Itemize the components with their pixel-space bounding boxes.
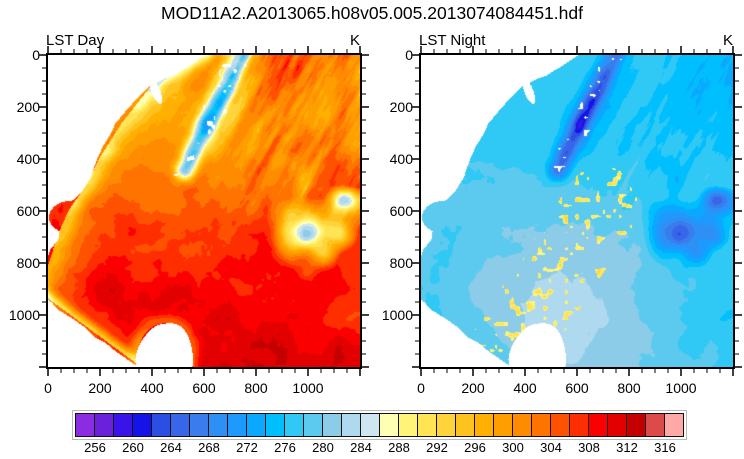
colorbar-swatch: [190, 414, 209, 436]
colorbar-swatch: [513, 414, 532, 436]
colorbar-swatch: [361, 414, 380, 436]
colorbar-swatch: [589, 414, 608, 436]
colorbar-swatch: [494, 414, 513, 436]
colorbar-swatch: [551, 414, 570, 436]
colorbar-swatch: [437, 414, 456, 436]
y-axis-tick-label: 1000: [381, 307, 413, 323]
colorbar-swatch: [114, 414, 133, 436]
colorbar-swatch: [570, 414, 589, 436]
y-axis-tick-label: 200: [389, 99, 413, 115]
colorbar-tick-label: 260: [122, 440, 144, 455]
lst-day-heatmap: [48, 55, 360, 367]
x-axis-tick-label: 800: [617, 380, 641, 396]
colorbar-tick-label: 300: [502, 440, 524, 455]
colorbar-swatch: [247, 414, 266, 436]
colorbar-swatch: [304, 414, 323, 436]
colorbar-swatch: [608, 414, 627, 436]
x-axis-tick-label: 600: [192, 380, 216, 396]
y-axis-tick-label: 400: [389, 151, 413, 167]
colorbar-swatch: [95, 414, 114, 436]
y-axis-tick-label: 200: [16, 99, 40, 115]
colorbar: [72, 410, 687, 440]
y-axis-tick-label: 800: [389, 255, 413, 271]
y-axis-tick-label: 800: [16, 255, 40, 271]
plot-frame-day: [46, 53, 362, 369]
y-axis-tick-label: 400: [16, 151, 40, 167]
colorbar-swatch: [152, 414, 171, 436]
colorbar-swatch: [475, 414, 494, 436]
y-axis-tick-label: 1000: [8, 307, 40, 323]
x-axis-tick-label: 600: [565, 380, 589, 396]
page-title: MOD11A2.A2013065.h08v05.005.201307408445…: [161, 3, 583, 23]
colorbar-tick-label: 280: [312, 440, 334, 455]
colorbar-tick-label: 304: [540, 440, 562, 455]
x-axis-tick-label: 200: [461, 380, 485, 396]
colorbar-swatch: [456, 414, 475, 436]
colorbar-tick-label: 288: [388, 440, 410, 455]
colorbar-swatch: [665, 414, 683, 436]
x-axis-tick-label: 200: [88, 380, 112, 396]
x-axis-tick-label: 0: [417, 380, 425, 396]
y-axis-tick-label: 600: [389, 203, 413, 219]
panel-title-lst-night: LST Night: [419, 32, 486, 49]
colorbar-swatch: [380, 414, 399, 436]
colorbar-tick-label: 268: [198, 440, 220, 455]
colorbar-tick-label: 312: [616, 440, 638, 455]
units-label-day: K: [349, 32, 360, 49]
colorbar-swatch: [418, 414, 437, 436]
colorbar-swatch: [399, 414, 418, 436]
colorbar-tick-label: 276: [274, 440, 296, 455]
colorbar-tick-label: 264: [160, 440, 182, 455]
colorbar-swatch: [532, 414, 551, 436]
units-label-night: K: [722, 32, 733, 49]
y-axis-tick-label: 600: [16, 203, 40, 219]
colorbar-swatch: [342, 414, 361, 436]
x-axis-tick-label: 1000: [665, 380, 697, 396]
colorbar-swatch: [266, 414, 285, 436]
colorbar-tick-label: 308: [578, 440, 600, 455]
colorbar-swatch: [323, 414, 342, 436]
colorbar-tick-label: 296: [464, 440, 486, 455]
colorbar-tick-label: 256: [84, 440, 106, 455]
colorbar-tick-label: 316: [654, 440, 676, 455]
colorbar-swatches: [75, 413, 684, 437]
y-axis-tick-label: 0: [32, 47, 40, 63]
colorbar-swatch: [285, 414, 304, 436]
panel-title-lst-day: LST Day: [46, 32, 105, 49]
x-axis-tick-label: 400: [140, 380, 164, 396]
colorbar-swatch: [209, 414, 228, 436]
colorbar-tick-label: 292: [426, 440, 448, 455]
colorbar-swatch: [133, 414, 152, 436]
colorbar-tick-label: 284: [350, 440, 372, 455]
colorbar-swatch: [646, 414, 665, 436]
lst-night-heatmap: [421, 55, 733, 367]
plot-frame-night: [419, 53, 735, 369]
colorbar-swatch: [627, 414, 646, 436]
colorbar-swatch: [171, 414, 190, 436]
colorbar-tick-label: 272: [236, 440, 258, 455]
y-axis-tick-label: 0: [405, 47, 413, 63]
colorbar-swatch: [76, 414, 95, 436]
x-axis-tick-label: 800: [244, 380, 268, 396]
x-axis-tick-label: 0: [44, 380, 52, 396]
x-axis-tick-label: 1000: [292, 380, 324, 396]
x-axis-tick-label: 400: [513, 380, 537, 396]
colorbar-swatch: [228, 414, 247, 436]
